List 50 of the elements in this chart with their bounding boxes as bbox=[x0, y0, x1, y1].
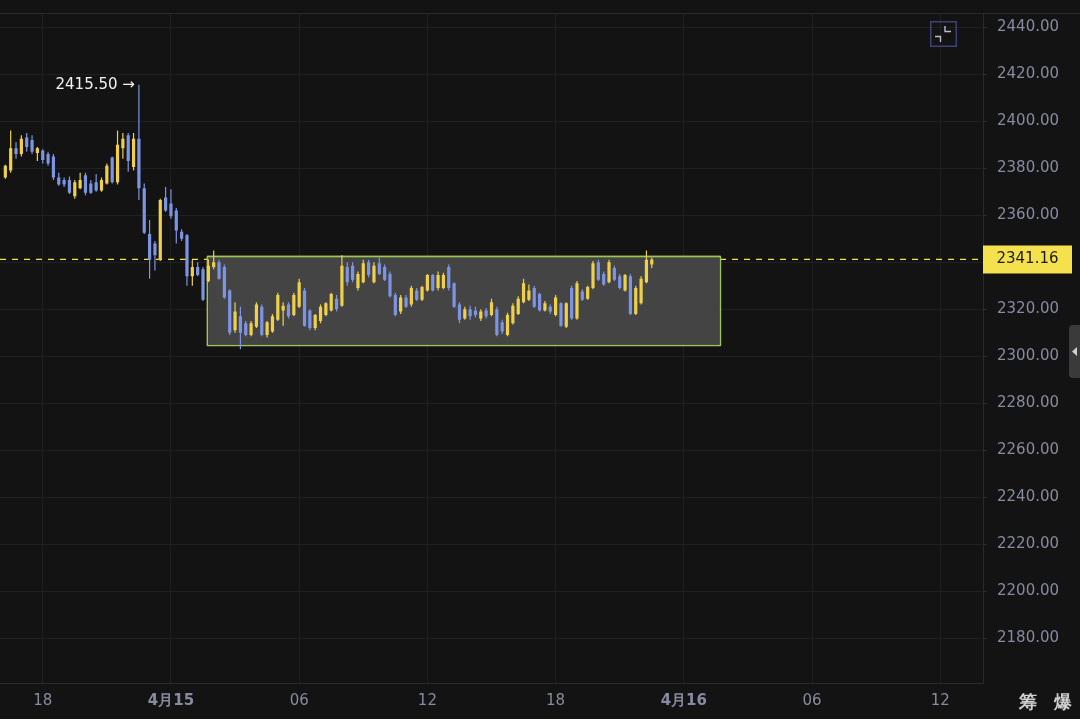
candlestick bbox=[185, 233, 189, 286]
candlestick bbox=[436, 271, 440, 291]
ref-line-label: 2341.16 bbox=[996, 249, 1059, 268]
candlestick bbox=[623, 273, 627, 292]
candlestick bbox=[420, 285, 424, 301]
x-tick-label: 4月15 bbox=[147, 690, 195, 709]
y-tick-label: 2260.00 bbox=[997, 440, 1060, 459]
y-tick-label: 2360.00 bbox=[997, 205, 1060, 224]
y-tick-label: 2380.00 bbox=[997, 158, 1060, 177]
y-tick-label: 2180.00 bbox=[997, 628, 1060, 647]
x-tick-label: 18 bbox=[546, 690, 566, 709]
y-tick-label: 2400.00 bbox=[997, 111, 1060, 130]
candlestick bbox=[217, 259, 221, 280]
candlestick bbox=[153, 241, 157, 271]
candlestick bbox=[249, 320, 253, 337]
y-tick-label: 2280.00 bbox=[997, 393, 1060, 412]
candlestick bbox=[607, 259, 611, 284]
x-tick-label: 06 bbox=[289, 690, 309, 709]
candlestick bbox=[388, 271, 392, 298]
candlestick bbox=[639, 276, 643, 305]
candlestick bbox=[169, 189, 173, 219]
candlestick bbox=[356, 271, 360, 291]
candlestick bbox=[137, 84, 141, 200]
y-tick-label: 2200.00 bbox=[997, 581, 1060, 600]
candlestick bbox=[233, 302, 237, 333]
y-tick-label: 2320.00 bbox=[997, 299, 1060, 318]
candlestick bbox=[591, 261, 595, 290]
y-tick-label: 2220.00 bbox=[997, 534, 1060, 553]
x-tick-label: 12 bbox=[417, 690, 437, 709]
candlestick bbox=[575, 281, 579, 320]
candlestick bbox=[559, 302, 563, 327]
x-tick-label: 18 bbox=[33, 690, 53, 709]
y-tick-label: 2300.00 bbox=[997, 346, 1060, 365]
text: 爆 bbox=[1054, 691, 1072, 713]
candlestick bbox=[46, 151, 50, 166]
candlestick bbox=[30, 135, 34, 155]
candlestick bbox=[14, 142, 18, 159]
x-tick-label: 06 bbox=[802, 690, 822, 709]
x-tick-label: 12 bbox=[930, 690, 950, 709]
annotation: 2415.50 → bbox=[55, 74, 135, 93]
text: 筹 bbox=[1019, 691, 1037, 713]
x-tick-label: 4月16 bbox=[660, 690, 707, 709]
candlestick bbox=[201, 266, 205, 301]
candlestick bbox=[543, 300, 547, 312]
y-tick-label: 2420.00 bbox=[997, 64, 1060, 83]
y-tick-label: 2240.00 bbox=[997, 487, 1060, 506]
candlestick bbox=[404, 295, 408, 309]
candlestick bbox=[340, 255, 344, 307]
candlestick bbox=[372, 262, 376, 284]
y-tick-label: 2440.00 bbox=[997, 17, 1060, 35]
